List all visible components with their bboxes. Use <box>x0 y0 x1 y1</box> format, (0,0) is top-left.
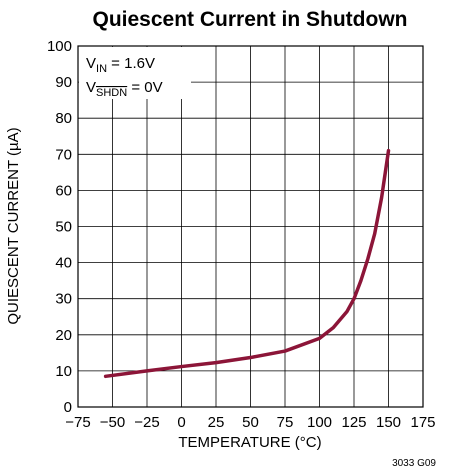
annotation: VSHDN = 0V <box>86 79 163 99</box>
chart-title: Quiescent Current in Shutdown <box>92 8 407 31</box>
x-tick-label: 125 <box>341 414 366 431</box>
y-tick-label: 40 <box>55 255 72 272</box>
x-tick-label: 150 <box>376 414 401 431</box>
x-axis-label: TEMPERATURE (°C) <box>178 434 321 451</box>
annotation-box <box>79 47 191 99</box>
y-tick-label: 60 <box>55 182 72 199</box>
x-tick-label: −25 <box>134 414 159 431</box>
y-tick-label: 30 <box>55 291 72 308</box>
annotation-rest: = 0V <box>127 79 162 96</box>
y-tick-label: 90 <box>55 74 72 91</box>
y-axis-label: QUIESCENT CURRENT (µA) <box>5 127 22 324</box>
x-tick-label: −75 <box>65 414 90 431</box>
annotation: VIN = 1.6V <box>86 55 155 75</box>
y-tick-label: 80 <box>55 110 72 127</box>
footnote: 3033 G09 <box>392 458 436 469</box>
annotation-sub: IN <box>96 63 107 75</box>
y-tick-label: 50 <box>55 219 72 236</box>
x-tick-label: −50 <box>100 414 125 431</box>
x-tick-label: 175 <box>410 414 435 431</box>
x-tick-label: 75 <box>277 414 294 431</box>
y-tick-label: 10 <box>55 363 72 380</box>
data-line <box>103 148 391 379</box>
x-tick-label: 0 <box>177 414 185 431</box>
y-tick-label: 100 <box>47 38 72 55</box>
x-tick-label: 100 <box>307 414 332 431</box>
y-tick-label: 70 <box>55 146 72 163</box>
x-tick-label: 25 <box>208 414 225 431</box>
annotation-rest: = 1.6V <box>107 55 155 72</box>
annotation-base: V <box>86 79 96 96</box>
y-tick-label: 0 <box>64 399 72 416</box>
annotation-sub: SHDN <box>96 87 127 99</box>
plot-frame <box>77 45 424 408</box>
x-tick-label: 50 <box>242 414 259 431</box>
annotation-base: V <box>86 55 96 72</box>
y-tick-label: 20 <box>55 327 72 344</box>
